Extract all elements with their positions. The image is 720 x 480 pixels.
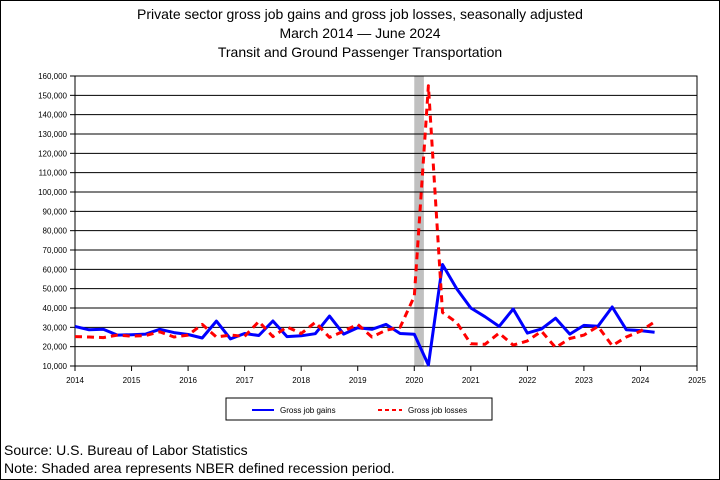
y-tick-label: 160,000: [38, 72, 67, 81]
y-tick-label: 70,000: [43, 246, 68, 255]
x-tick-label: 2016: [179, 376, 197, 385]
x-tick-label: 2025: [688, 376, 706, 385]
source-note: Source: U.S. Bureau of Labor Statistics: [4, 442, 248, 458]
y-tick-label: 150,000: [38, 91, 67, 100]
y-tick-label: 50,000: [43, 285, 68, 294]
x-tick-label: 2023: [575, 376, 593, 385]
y-tick-label: 100,000: [38, 188, 67, 197]
x-tick-label: 2024: [632, 376, 650, 385]
chart-title: Private sector gross job gains and gross…: [137, 6, 583, 22]
y-tick-label: 110,000: [39, 169, 68, 178]
y-tick-label: 130,000: [38, 130, 67, 139]
recession-note: Note: Shaded area represents NBER define…: [4, 460, 395, 476]
x-tick-label: 2015: [123, 376, 141, 385]
y-tick-label: 90,000: [43, 207, 68, 216]
legend-box: [225, 397, 493, 421]
y-tick-label: 120,000: [38, 149, 67, 158]
y-tick-label: 30,000: [43, 323, 68, 332]
x-tick-label: 2014: [66, 376, 84, 385]
x-tick-label: 2019: [349, 376, 367, 385]
legend-label-gains: Gross job gains: [280, 406, 336, 415]
x-tick-label: 2017: [236, 376, 254, 385]
gross-job-gains-line: [74, 263, 655, 367]
x-tick-label: 2021: [462, 376, 480, 385]
chart-industry: Transit and Ground Passenger Transportat…: [217, 44, 503, 60]
chart-period: March 2014 — June 2024: [279, 25, 441, 41]
x-tick-label: 2018: [292, 376, 310, 385]
y-tick-label: 20,000: [43, 343, 68, 352]
y-tick-label: 140,000: [38, 111, 67, 120]
legend-label-losses: Gross job losses: [408, 406, 467, 415]
y-tick-label: 10,000: [43, 362, 68, 371]
y-tick-label: 40,000: [43, 304, 68, 313]
x-tick-label: 2022: [518, 376, 536, 385]
x-tick-label: 2020: [405, 376, 423, 385]
y-tick-label: 80,000: [43, 227, 68, 236]
plot-area-border: [74, 75, 698, 367]
gross-job-losses-line: [74, 84, 656, 350]
y-tick-label: 60,000: [43, 265, 68, 274]
